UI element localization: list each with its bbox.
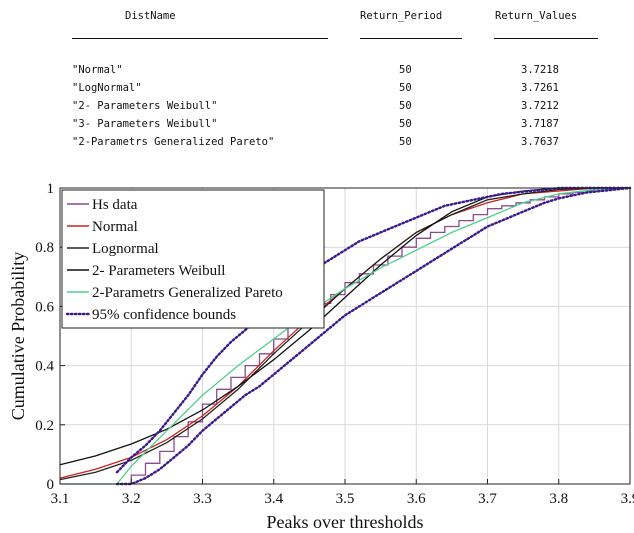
row-3-period: 50 bbox=[399, 100, 412, 112]
x-tick-label-4: 3.5 bbox=[336, 491, 355, 507]
series-layer bbox=[59, 186, 632, 486]
x-tick-label-8: 3.9 bbox=[621, 491, 634, 507]
series-line-4 bbox=[60, 187, 631, 485]
x-tick-label-5: 3.6 bbox=[407, 491, 426, 507]
x-tick-label-2: 3.3 bbox=[193, 491, 212, 507]
results-table: DistName Return_Period Return_Values "No… bbox=[0, 0, 634, 170]
row-3-value: 3.7212 bbox=[521, 100, 559, 112]
y-tick-label-2: 0.4 bbox=[35, 359, 54, 375]
legend-label-2: Lognormal bbox=[92, 241, 159, 257]
cdf-chart: 3.1 3.2 3.3 3.4 3.5 3.6 3.7 3.8 3.9 0 0.2 0.4 0.6 0.8… bbox=[8, 181, 634, 532]
x-tick-label-6: 3.7 bbox=[478, 491, 497, 507]
series-line-0 bbox=[117, 187, 630, 485]
header-rule-return-period bbox=[360, 38, 462, 39]
header-rule-return-values bbox=[494, 38, 598, 39]
row-1-distname: "Normal" bbox=[72, 64, 123, 76]
y-tick-label-4: 0.8 bbox=[35, 240, 54, 256]
legend-label-5: 95% confidence bounds bbox=[92, 307, 236, 323]
row-4-period: 50 bbox=[399, 118, 412, 130]
tick-labels: 3.1 3.2 3.3 3.4 3.5 3.6 3.7 3.8 3.9 0 0.2 0.4 0.6 0.8… bbox=[35, 181, 634, 507]
row-3-distname: "2- Parameters Weibull" bbox=[72, 100, 218, 112]
y-tick-label-5: 1 bbox=[47, 181, 55, 197]
row-1-period: 50 bbox=[399, 64, 412, 76]
row-2-distname: "LogNormal" bbox=[72, 82, 142, 94]
x-tick-label-0: 3.1 bbox=[51, 491, 70, 507]
series-line-5 bbox=[115, 186, 632, 474]
row-5-period: 50 bbox=[399, 136, 412, 148]
x-tick-label-3: 3.4 bbox=[264, 491, 283, 507]
header-rule-distname bbox=[72, 38, 328, 39]
header-return-values: Return_Values bbox=[495, 10, 578, 22]
x-tick-label-7: 3.8 bbox=[549, 491, 568, 507]
row-4-value: 3.7187 bbox=[521, 118, 559, 130]
row-4-distname: "3- Parameters Weibull" bbox=[72, 118, 218, 130]
x-axis-label: Peaks over thresholds bbox=[267, 512, 424, 532]
legend-box bbox=[61, 189, 325, 329]
y-axis-label: Cumulative Probability bbox=[8, 252, 28, 421]
series-line-6 bbox=[115, 186, 632, 486]
legend-label-1: Normal bbox=[92, 219, 138, 235]
y-tick-label-1: 0.2 bbox=[35, 418, 54, 434]
legend-label-4: 2-Parametrs Generalized Pareto bbox=[92, 285, 283, 301]
x-tick-label-1: 3.2 bbox=[122, 491, 141, 507]
y-tick-label-0: 0 bbox=[47, 477, 55, 493]
legend-label-0: Hs data bbox=[92, 197, 138, 213]
legend-label-3: 2- Parameters Weibull bbox=[92, 263, 225, 279]
header-distname: DistName bbox=[125, 10, 176, 22]
row-5-distname: "2-Parametrs Generalized Pareto" bbox=[72, 136, 275, 148]
y-tick-label-3: 0.6 bbox=[35, 299, 54, 315]
row-1-value: 3.7218 bbox=[521, 64, 559, 76]
row-5-value: 3.7637 bbox=[521, 136, 559, 148]
row-2-value: 3.7261 bbox=[521, 82, 559, 94]
legend: Hs data Normal Lognormal 2- Parameters Weib… bbox=[61, 189, 325, 329]
header-return-period: Return_Period bbox=[360, 10, 443, 22]
row-2-period: 50 bbox=[399, 82, 412, 94]
